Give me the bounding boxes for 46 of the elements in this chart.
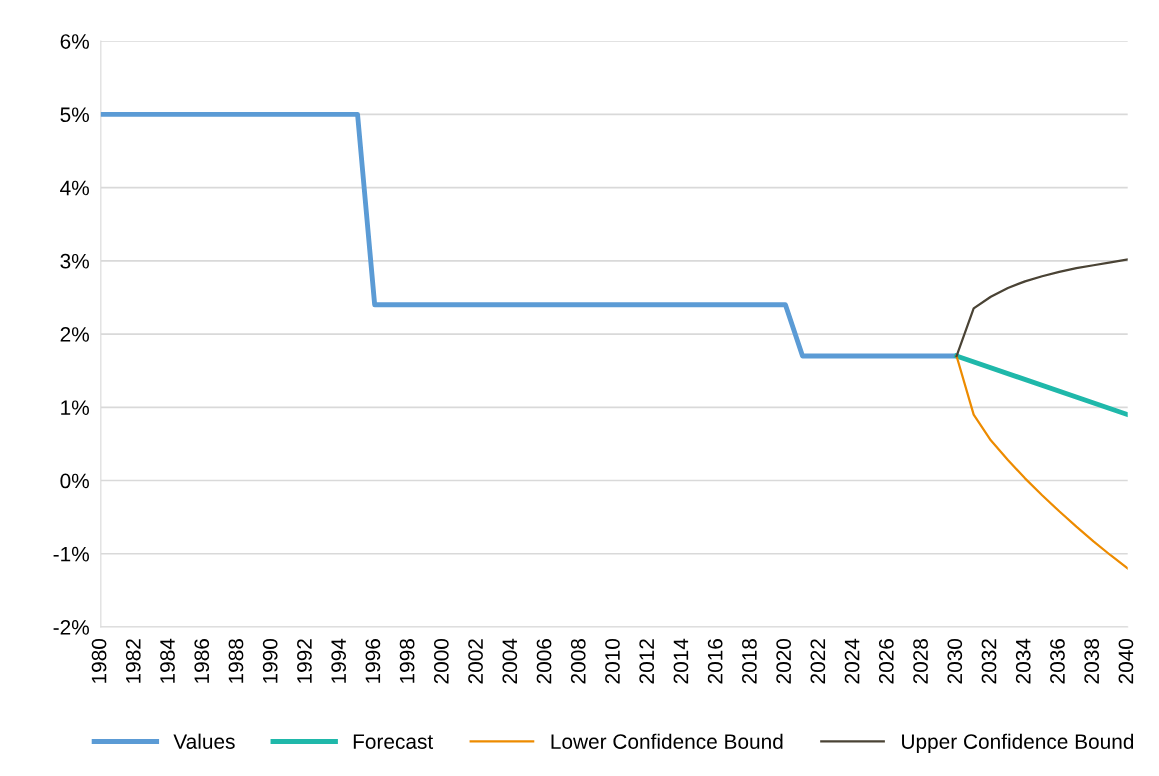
y-tick-label: 5% <box>60 107 89 123</box>
x-tick-label: 1982 <box>125 639 141 683</box>
x-tick-label: 1990 <box>262 638 278 683</box>
y-tick-label: 4% <box>60 180 89 196</box>
y-tick-label: 6% <box>60 34 89 49</box>
line-series <box>955 354 1128 570</box>
y-tick-label: 3% <box>60 253 89 269</box>
x-tick-label: 2006 <box>536 639 552 684</box>
x-tick-label: 1980 <box>91 638 107 683</box>
x-tick-label: 2000 <box>433 638 449 684</box>
x-tick-label: 2014 <box>673 638 689 684</box>
x-tick-label: 2030 <box>947 638 963 684</box>
x-tick-label: 2040 <box>1118 638 1134 684</box>
x-tick-label: 2028 <box>913 639 928 684</box>
x-tick-label: 2004 <box>502 638 518 684</box>
x-tick-label: 1998 <box>399 639 415 683</box>
x-tick-label: 1988 <box>228 639 244 683</box>
x-tick-label: 2008 <box>570 639 586 684</box>
y-tick-label: 2% <box>60 327 89 342</box>
legend-label: Values <box>173 733 235 749</box>
x-tick-label: 2038 <box>1084 639 1100 684</box>
legend-label: Lower Confidence Bound <box>551 733 783 749</box>
x-tick-label: 1986 <box>194 639 210 683</box>
y-tick-label: -2% <box>53 620 89 635</box>
y-tick-label: 1% <box>61 400 89 415</box>
x-tick-label: 2024 <box>844 638 860 684</box>
x-tick-label: 2020 <box>776 638 792 684</box>
x-tick-label: 1984 <box>160 638 175 683</box>
x-tick-label: 1996 <box>365 639 381 683</box>
x-tick-label: 2034 <box>1015 638 1031 684</box>
x-tick-label: 2018 <box>742 639 757 684</box>
y-tick-label: -1% <box>53 546 89 562</box>
line-series <box>955 258 1128 358</box>
x-tick-label: 2002 <box>468 639 483 684</box>
x-tick-label: 2010 <box>605 638 620 684</box>
x-tick-label: 1994 <box>331 638 347 683</box>
x-tick-label: 2016 <box>707 639 723 684</box>
x-tick-label: 2032 <box>981 639 997 684</box>
legend-label: Upper Confidence Bound <box>902 733 1134 754</box>
legend-label: Forecast <box>353 734 434 749</box>
x-tick-label: 2026 <box>878 639 894 684</box>
x-tick-label: 2036 <box>1050 639 1065 684</box>
x-tick-label: 2022 <box>810 639 826 684</box>
x-tick-label: 1992 <box>297 639 312 683</box>
x-tick-label: 2012 <box>639 639 655 684</box>
y-tick-label: 0% <box>60 473 89 489</box>
